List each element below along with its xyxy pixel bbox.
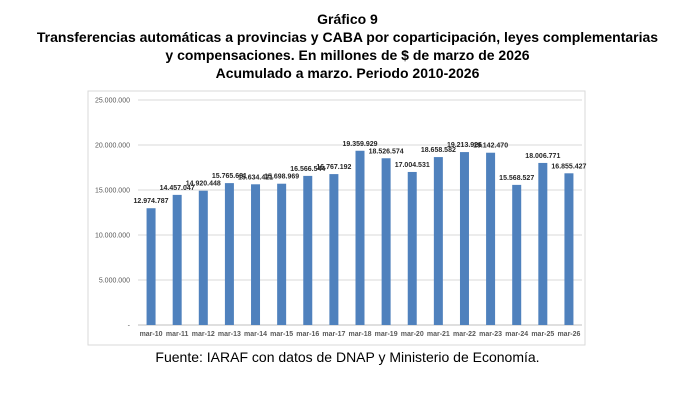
data-label: 18.526.574 [369, 148, 404, 155]
chart-title-line-4: Acumulado a marzo. Periodo 2010-2026 [215, 65, 480, 81]
x-tick-label: mar-22 [453, 331, 476, 338]
bar [172, 194, 182, 325]
bar [564, 173, 574, 325]
x-tick-label: mar-24 [505, 331, 528, 338]
x-tick-label: mar-14 [244, 331, 267, 338]
bar [538, 162, 548, 325]
bar [512, 184, 522, 325]
x-tick-label: mar-13 [218, 331, 241, 338]
data-label: 16.566.544 [290, 166, 325, 173]
x-tick-label: mar-10 [140, 331, 163, 338]
data-label: 15.568.527 [499, 175, 534, 182]
bar [459, 152, 469, 325]
data-label: 19.142.470 [473, 143, 508, 150]
y-tick-label: 5.000.000 [99, 278, 130, 285]
bar [407, 171, 417, 325]
data-label: 12.974.787 [134, 198, 169, 205]
bar [251, 184, 261, 325]
data-label: 19.213.926 [447, 142, 482, 149]
x-tick-label: mar-19 [375, 331, 398, 338]
x-tick-label: mar-25 [531, 331, 554, 338]
y-tick-label: 10.000.000 [95, 233, 130, 240]
x-tick-label: mar-18 [349, 331, 372, 338]
data-label: 15.698.969 [264, 174, 299, 181]
data-label: 15.765.681 [212, 173, 247, 180]
x-tick-label: mar-26 [557, 331, 580, 338]
bar [329, 174, 339, 325]
data-label: 18.006.771 [525, 153, 560, 160]
x-tick-label: mar-17 [322, 331, 345, 338]
x-tick-label: mar-11 [166, 331, 189, 338]
data-label: 18.658.582 [421, 147, 456, 154]
x-tick-label: mar-21 [427, 331, 450, 338]
bar [303, 175, 313, 325]
bar [355, 150, 365, 325]
data-label: 15.634.421 [238, 174, 273, 181]
chart-title-line-1: Gráfico 9 [317, 11, 378, 27]
x-tick-label: mar-15 [270, 331, 293, 338]
data-label: 16.855.427 [551, 163, 586, 170]
x-tick-label: mar-12 [192, 331, 215, 338]
bar [146, 208, 156, 325]
data-label: 14.457.047 [160, 185, 195, 192]
y-tick-label: 15.000.000 [95, 188, 130, 195]
x-tick-label: mar-16 [296, 331, 319, 338]
source-note: Fuente: IARAF con datos de DNAP y Minist… [155, 349, 540, 365]
plot-frame [87, 90, 586, 346]
x-tick-label: mar-23 [479, 331, 502, 338]
y-tick-label: 25.000.000 [95, 98, 130, 105]
chart-title-line-3: y compensaciones. En millones de $ de ma… [165, 47, 530, 63]
bar [277, 183, 287, 325]
data-label: 16.767.192 [316, 164, 351, 171]
data-label: 19.359.929 [342, 141, 377, 148]
chart-title-line-2: Transferencias automáticas a provincias … [36, 29, 659, 45]
bar [381, 158, 391, 325]
data-label: 17.004.531 [395, 162, 430, 169]
x-tick-label: mar-20 [401, 331, 424, 338]
bar [486, 152, 496, 325]
y-tick-label: - [128, 323, 131, 330]
y-tick-label: 20.000.000 [95, 143, 130, 150]
data-label: 14.920.448 [186, 181, 221, 188]
bar [198, 190, 208, 325]
bar [433, 157, 443, 325]
bar [224, 183, 234, 325]
